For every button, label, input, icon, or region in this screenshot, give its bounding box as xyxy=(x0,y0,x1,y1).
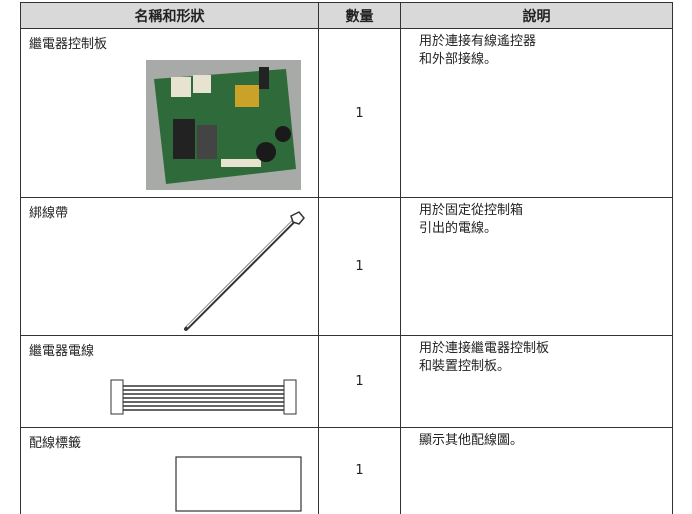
description-cell: 用於連接有線遙控器 和外部接線。 xyxy=(400,28,673,198)
name-cell: 配線標籤 xyxy=(20,427,319,514)
part-name: 配線標籤 xyxy=(29,436,82,451)
name-cell: 綁線帶 xyxy=(20,197,319,336)
header-row: 名稱和形狀 數量 說明 xyxy=(20,2,673,29)
part-name: 綁線帶 xyxy=(29,206,69,221)
parts-table: 名稱和形狀 數量 說明 繼電器控制板 1 用於連接有線遙控器 xyxy=(20,2,673,514)
name-cell: 繼電器控制板 xyxy=(20,28,319,198)
description-cell: 顯示其他配線圖。 xyxy=(400,427,673,514)
row: 配線標籤 1 顯示其他配線圖。 xyxy=(20,427,673,514)
description: 用於連接繼電器控制板 和裝置控制板。 xyxy=(419,340,549,376)
description-line: 顯示其他配線圖。 xyxy=(419,433,524,448)
description-line: 和外部接線。 xyxy=(419,52,498,67)
description: 用於連接有線遙控器 和外部接線。 xyxy=(419,33,536,69)
description: 用於固定從控制箱 引出的電線。 xyxy=(419,202,523,238)
description-cell: 用於連接繼電器控制板 和裝置控制板。 xyxy=(400,335,673,428)
quantity-cell: 1 xyxy=(318,335,401,428)
row: 繼電器電線 1 用於連接繼電器控制板 和裝置控制板。 xyxy=(20,335,673,428)
description: 顯示其他配線圖。 xyxy=(419,432,523,450)
description-cell: 用於固定從控制箱 引出的電線。 xyxy=(400,197,673,336)
header-cell: 數量 xyxy=(318,2,401,29)
relay-board-image xyxy=(146,60,301,190)
part-name: 繼電器控制板 xyxy=(29,37,108,52)
description-line: 用於固定從控制箱 xyxy=(419,203,524,218)
quantity-cell: 1 xyxy=(318,427,401,514)
quantity-cell: 1 xyxy=(318,197,401,336)
description-line: 用於連接有線遙控器 xyxy=(419,34,537,49)
description-line: 和裝置控制板。 xyxy=(419,359,511,374)
row: 繼電器控制板 1 用於連接有線遙控器 和外部接線。 xyxy=(20,28,673,198)
wiring-label-image xyxy=(175,456,302,512)
part-name: 繼電器電線 xyxy=(29,344,95,359)
description-line: 引出的電線。 xyxy=(419,221,498,236)
description-line: 用於連接繼電器控制板 xyxy=(419,341,550,356)
row: 綁線帶 1 用於固定從控制箱 引出的電線。 xyxy=(20,197,673,336)
relay-wire-image xyxy=(110,379,297,415)
header-cell: 說明 xyxy=(400,2,673,29)
header-cell: 名稱和形狀 xyxy=(20,2,319,29)
cable-tie-image xyxy=(184,211,305,331)
quantity-cell: 1 xyxy=(318,28,401,198)
name-cell: 繼電器電線 xyxy=(20,335,319,428)
